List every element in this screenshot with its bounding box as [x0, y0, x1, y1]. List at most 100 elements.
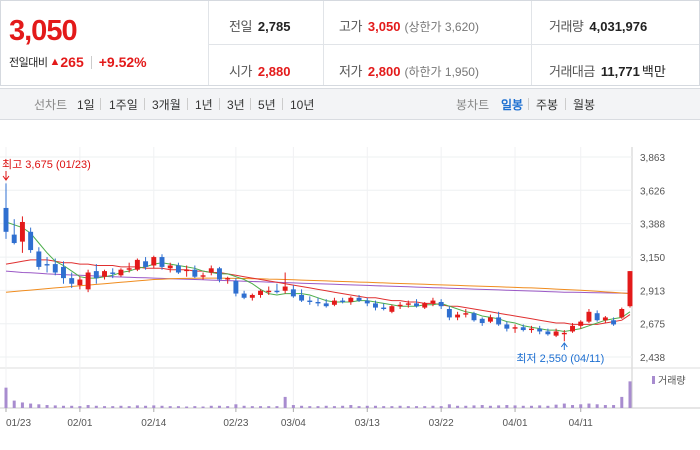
- volume-bar: [12, 400, 16, 408]
- volume-bar: [94, 405, 98, 408]
- candle-body: [553, 331, 559, 336]
- candle-daily[interactable]: 일봉: [501, 98, 524, 112]
- candle-body: [348, 297, 354, 302]
- candle-body: [175, 265, 181, 273]
- volume-bar: [78, 406, 82, 408]
- change-label: 전일대비: [9, 57, 48, 69]
- x-tick-label: 03/04: [281, 418, 306, 429]
- divider: [528, 98, 529, 110]
- period-1y[interactable]: 1년: [195, 98, 213, 112]
- ma60-line: [5, 277, 631, 295]
- candle-body: [208, 268, 214, 273]
- volume-bar: [119, 405, 123, 408]
- volume-bar: [185, 406, 189, 408]
- candle-body: [586, 311, 592, 322]
- prev-close: 전일 2,785: [229, 19, 291, 34]
- candle-body: [504, 324, 510, 329]
- x-tick-label: 02/01: [67, 418, 92, 429]
- ma120-line: [5, 270, 631, 294]
- candle-body: [134, 259, 140, 270]
- candle-body: [233, 280, 239, 294]
- volume-bar: [209, 405, 213, 408]
- candle-monthly[interactable]: 월봉: [573, 98, 596, 112]
- candle-body: [364, 300, 370, 304]
- candle-body: [496, 317, 502, 325]
- candle-body: [463, 313, 469, 315]
- volume-bar: [357, 406, 361, 408]
- volume-bar: [472, 405, 476, 408]
- y-tick-label: 3,863: [640, 153, 665, 164]
- candle-body: [323, 303, 329, 307]
- volume-bar: [398, 405, 402, 408]
- volume-bar: [373, 405, 377, 408]
- volume-bar: [250, 406, 254, 408]
- line-chart-label: 선차트: [34, 98, 68, 112]
- divider: [219, 98, 220, 110]
- candle-body: [397, 304, 403, 307]
- divider: [187, 98, 188, 110]
- candle-body: [627, 271, 633, 307]
- candle-body: [561, 332, 567, 335]
- candle-body: [414, 303, 419, 307]
- period-10y[interactable]: 10년: [290, 98, 315, 112]
- candle-body: [151, 257, 157, 266]
- x-tick-label: 01/23: [6, 418, 31, 429]
- volume-bar: [53, 405, 57, 408]
- candle-body: [3, 207, 9, 232]
- candle-body: [611, 320, 617, 325]
- divider: [100, 98, 101, 110]
- period-3m[interactable]: 3개월: [152, 98, 181, 112]
- volume-bar: [546, 405, 550, 408]
- period-1w[interactable]: 1주일: [109, 98, 138, 112]
- divider: [282, 98, 283, 110]
- candle-body: [373, 303, 378, 308]
- volume-bar: [521, 405, 525, 408]
- divider: [144, 98, 145, 110]
- candle-body: [282, 286, 288, 291]
- volume-bar: [529, 405, 533, 408]
- candle-body: [102, 271, 107, 277]
- period-1d[interactable]: 1일: [77, 98, 95, 112]
- volume-bar: [415, 406, 419, 408]
- candle-body: [184, 269, 190, 272]
- candle-body: [225, 278, 231, 280]
- volume-bar: [20, 402, 24, 408]
- period-5y[interactable]: 5년: [258, 98, 276, 112]
- high-price: 고가 3,050 (상한가 3,620): [339, 19, 479, 34]
- open-price: 시가 2,880: [229, 64, 291, 79]
- candle-body: [619, 309, 625, 318]
- candle-body: [192, 269, 198, 277]
- candlestick-chart[interactable]: 3,863 3,626 3,388 3,150 2,913 2,675 2,438 01/23…: [0, 121, 700, 450]
- volume-bar: [4, 387, 8, 408]
- divider: [565, 98, 566, 110]
- candle-body: [479, 318, 485, 324]
- candle-weekly[interactable]: 주봉: [536, 98, 559, 112]
- volume-bar: [127, 406, 131, 408]
- x-tick-label: 03/13: [355, 418, 380, 429]
- volume-bar: [587, 403, 591, 408]
- low-annotation: 최저 2,550 (04/11): [516, 352, 604, 365]
- period-3y[interactable]: 3년: [227, 98, 245, 112]
- candle-body: [110, 272, 116, 274]
- arrow-down-icon: [2, 175, 10, 181]
- volume-bar: [332, 406, 336, 408]
- candle-body: [430, 300, 436, 304]
- volume-bar: [382, 406, 386, 408]
- candle-body: [118, 269, 124, 276]
- volume-bar: [341, 405, 345, 408]
- volume-bar: [160, 405, 164, 408]
- candle-body: [594, 313, 600, 321]
- candle-body: [299, 294, 305, 301]
- up-triangle-icon: ▲: [49, 56, 61, 68]
- candle-body: [217, 268, 222, 280]
- candle-body: [389, 306, 395, 312]
- volume-bar: [456, 405, 460, 408]
- volume-bar: [612, 405, 616, 408]
- y-tick-label: 3,388: [640, 220, 665, 231]
- volume-bar: [283, 396, 287, 408]
- volume-bar: [135, 405, 139, 408]
- volume-bar: [308, 406, 312, 408]
- volume-bar: [176, 406, 180, 408]
- volume-bar: [497, 405, 501, 408]
- current-price: 3,050: [9, 15, 78, 47]
